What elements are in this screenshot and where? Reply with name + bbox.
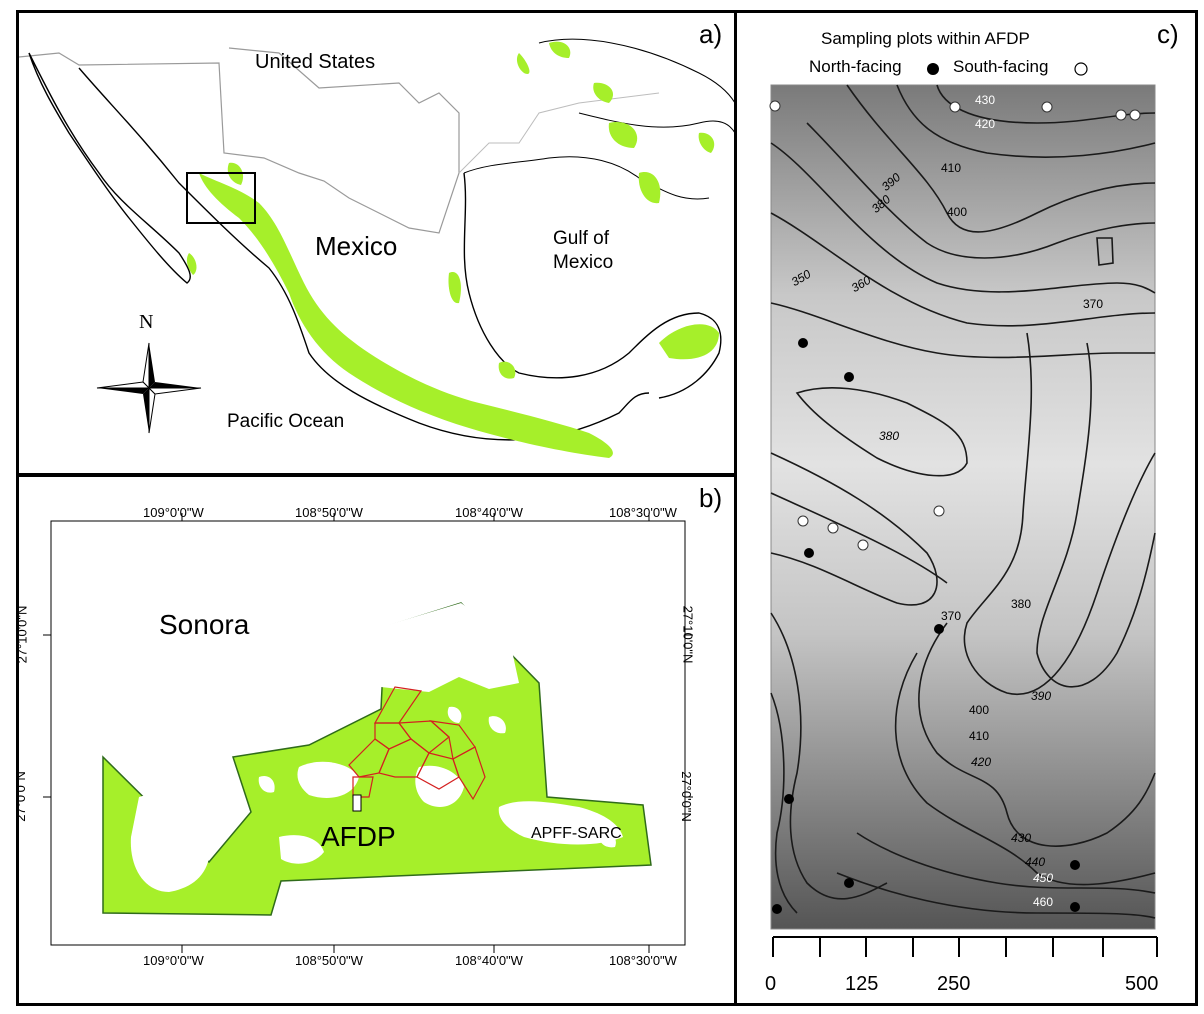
contour-label: 420 <box>975 117 996 131</box>
lat-tick-right-2: 27°0'0"N <box>678 771 694 822</box>
legend-south-label: South-facing <box>953 57 1049 76</box>
lon-tick-bottom-2: 108°50'0"W <box>295 953 363 968</box>
label-apff-sarc: APFF-SARC <box>531 825 622 842</box>
contour-label: 390 <box>1031 689 1052 703</box>
scale-label-125: 125 <box>845 973 879 995</box>
legend-south-marker <box>1074 62 1088 76</box>
mexico-map-svg <box>19 38 735 458</box>
lat-tick-right-1: 27°10'0"N <box>680 605 696 664</box>
mainland-west-coast <box>78 67 650 441</box>
scale-label-0: 0 <box>765 973 777 995</box>
lon-tick-top-2: 108°50'0"W <box>295 505 363 520</box>
us-mexico-border <box>19 47 460 234</box>
lon-tick-bottom-4: 108°30'0"W <box>609 953 677 968</box>
label-mexico: Mexico <box>315 231 398 261</box>
contour-map-area <box>770 84 1156 930</box>
panel-c-contour-map: c) Sampling plots within AFDP North-faci… <box>734 10 1198 1006</box>
contour-label: 450 <box>1033 871 1054 885</box>
contour-label: 410 <box>941 161 962 175</box>
contour-label: 370 <box>1083 297 1104 311</box>
contour-lines <box>770 84 1156 919</box>
label-north: N <box>139 311 154 333</box>
contour-label: 420 <box>971 755 992 769</box>
contour-label: 400 <box>947 205 968 219</box>
contour-label: 370 <box>941 609 962 623</box>
map-ticks <box>43 513 693 953</box>
lon-tick-top-4: 108°30'0"W <box>609 505 677 520</box>
label-united-states: United States <box>255 51 376 73</box>
panel-b-afdp-map: b) 109°0'0"W 108°50'0"W 108°40'0"W 108°3… <box>16 474 738 1006</box>
scale-bar <box>772 936 1158 957</box>
contour-label: 430 <box>1011 831 1032 845</box>
contour-map-title: Sampling plots within AFDP <box>821 29 1030 48</box>
contour-label: 410 <box>969 729 990 743</box>
contour-label: 380 <box>879 429 900 443</box>
compass-rose-icon <box>96 342 202 434</box>
contour-label: 460 <box>1033 895 1054 909</box>
lat-tick-left-2: 27°0'0"N <box>16 771 28 822</box>
baja-coast <box>28 52 191 284</box>
caribbean-coast <box>538 38 735 104</box>
panel-b-letter: b) <box>699 483 723 513</box>
non-vegetation-gaps <box>130 603 623 892</box>
us-border-east <box>458 92 660 174</box>
panel-a-letter: a) <box>699 19 723 49</box>
gulf-coast <box>463 172 722 399</box>
label-afdp: AFDP <box>321 821 396 852</box>
afdp-map-svg <box>43 513 693 953</box>
lat-tick-left-1: 27°10'0"N <box>16 605 30 664</box>
legend-north-label: North-facing <box>809 57 902 76</box>
plot-marker <box>352 794 362 812</box>
scale-label-250: 250 <box>937 973 971 995</box>
contour-label: 380 <box>1011 597 1032 611</box>
lon-tick-bottom-3: 108°40'0"W <box>455 953 523 968</box>
panel-c-letter: c) <box>1157 19 1179 49</box>
legend-north-marker <box>927 63 939 75</box>
south-facing-plots <box>769 100 1141 551</box>
contour-label: 400 <box>969 703 990 717</box>
vegetation-patches <box>186 41 719 458</box>
north-facing-plots <box>772 338 1080 914</box>
contour-map-svg <box>769 62 1158 957</box>
label-pacific-ocean: Pacific Ocean <box>227 411 345 432</box>
scale-label-500: 500 <box>1125 973 1159 995</box>
panel-a-mexico-map: a) United States Mexico Gulf of Mexico P… <box>16 10 738 476</box>
us-gulf-coast <box>463 156 710 200</box>
afdp-plot-outlines <box>348 686 486 801</box>
lon-tick-top-1: 109°0'0"W <box>143 505 204 520</box>
lon-tick-top-3: 108°40'0"W <box>455 505 523 520</box>
south-america-coast <box>578 112 735 134</box>
contour-label: 430 <box>975 93 996 107</box>
lon-tick-bottom-1: 109°0'0"W <box>143 953 204 968</box>
contour-label: 440 <box>1025 855 1046 869</box>
label-sonora: Sonora <box>159 609 250 640</box>
study-area-box <box>186 172 256 224</box>
label-gulf-of-mexico: Gulf of Mexico <box>553 228 614 273</box>
